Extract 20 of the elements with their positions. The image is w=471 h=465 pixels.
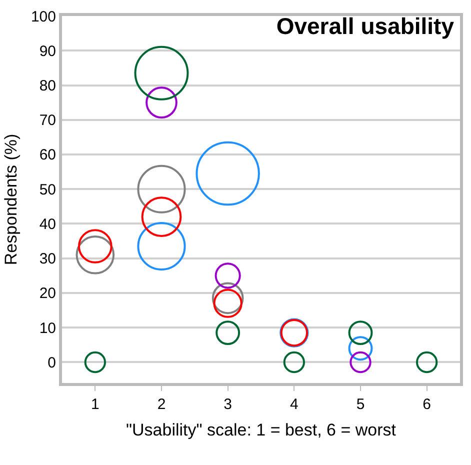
x-tick-label: 2 [157,396,166,413]
x-tick-label: 5 [356,396,365,413]
y-tick-label: 40 [39,216,56,233]
y-tick-label: 60 [39,146,56,164]
chart-title: Overall usability [276,12,454,39]
x-axis-title: "Usability" scale: 1 = best, 6 = worst [126,420,396,440]
x-tick-label: 3 [224,396,232,413]
y-tick-label: 30 [39,250,56,268]
x-tick-label: 1 [91,396,100,413]
y-tick-label: 20 [39,285,56,302]
y-axis-title: Respondents (%) [2,134,21,266]
y-tick-label: 80 [39,78,56,94]
y-tick-label: 70 [39,112,56,130]
y-tick-label: 0 [48,354,56,372]
x-tick-label: 6 [422,396,431,413]
y-tick-label: 10 [39,320,56,337]
x-tick-label: 4 [290,396,298,413]
y-tick-label: 50 [39,181,56,198]
y-tick-label: 90 [39,42,56,60]
y-tick-label: 100 [30,8,56,26]
